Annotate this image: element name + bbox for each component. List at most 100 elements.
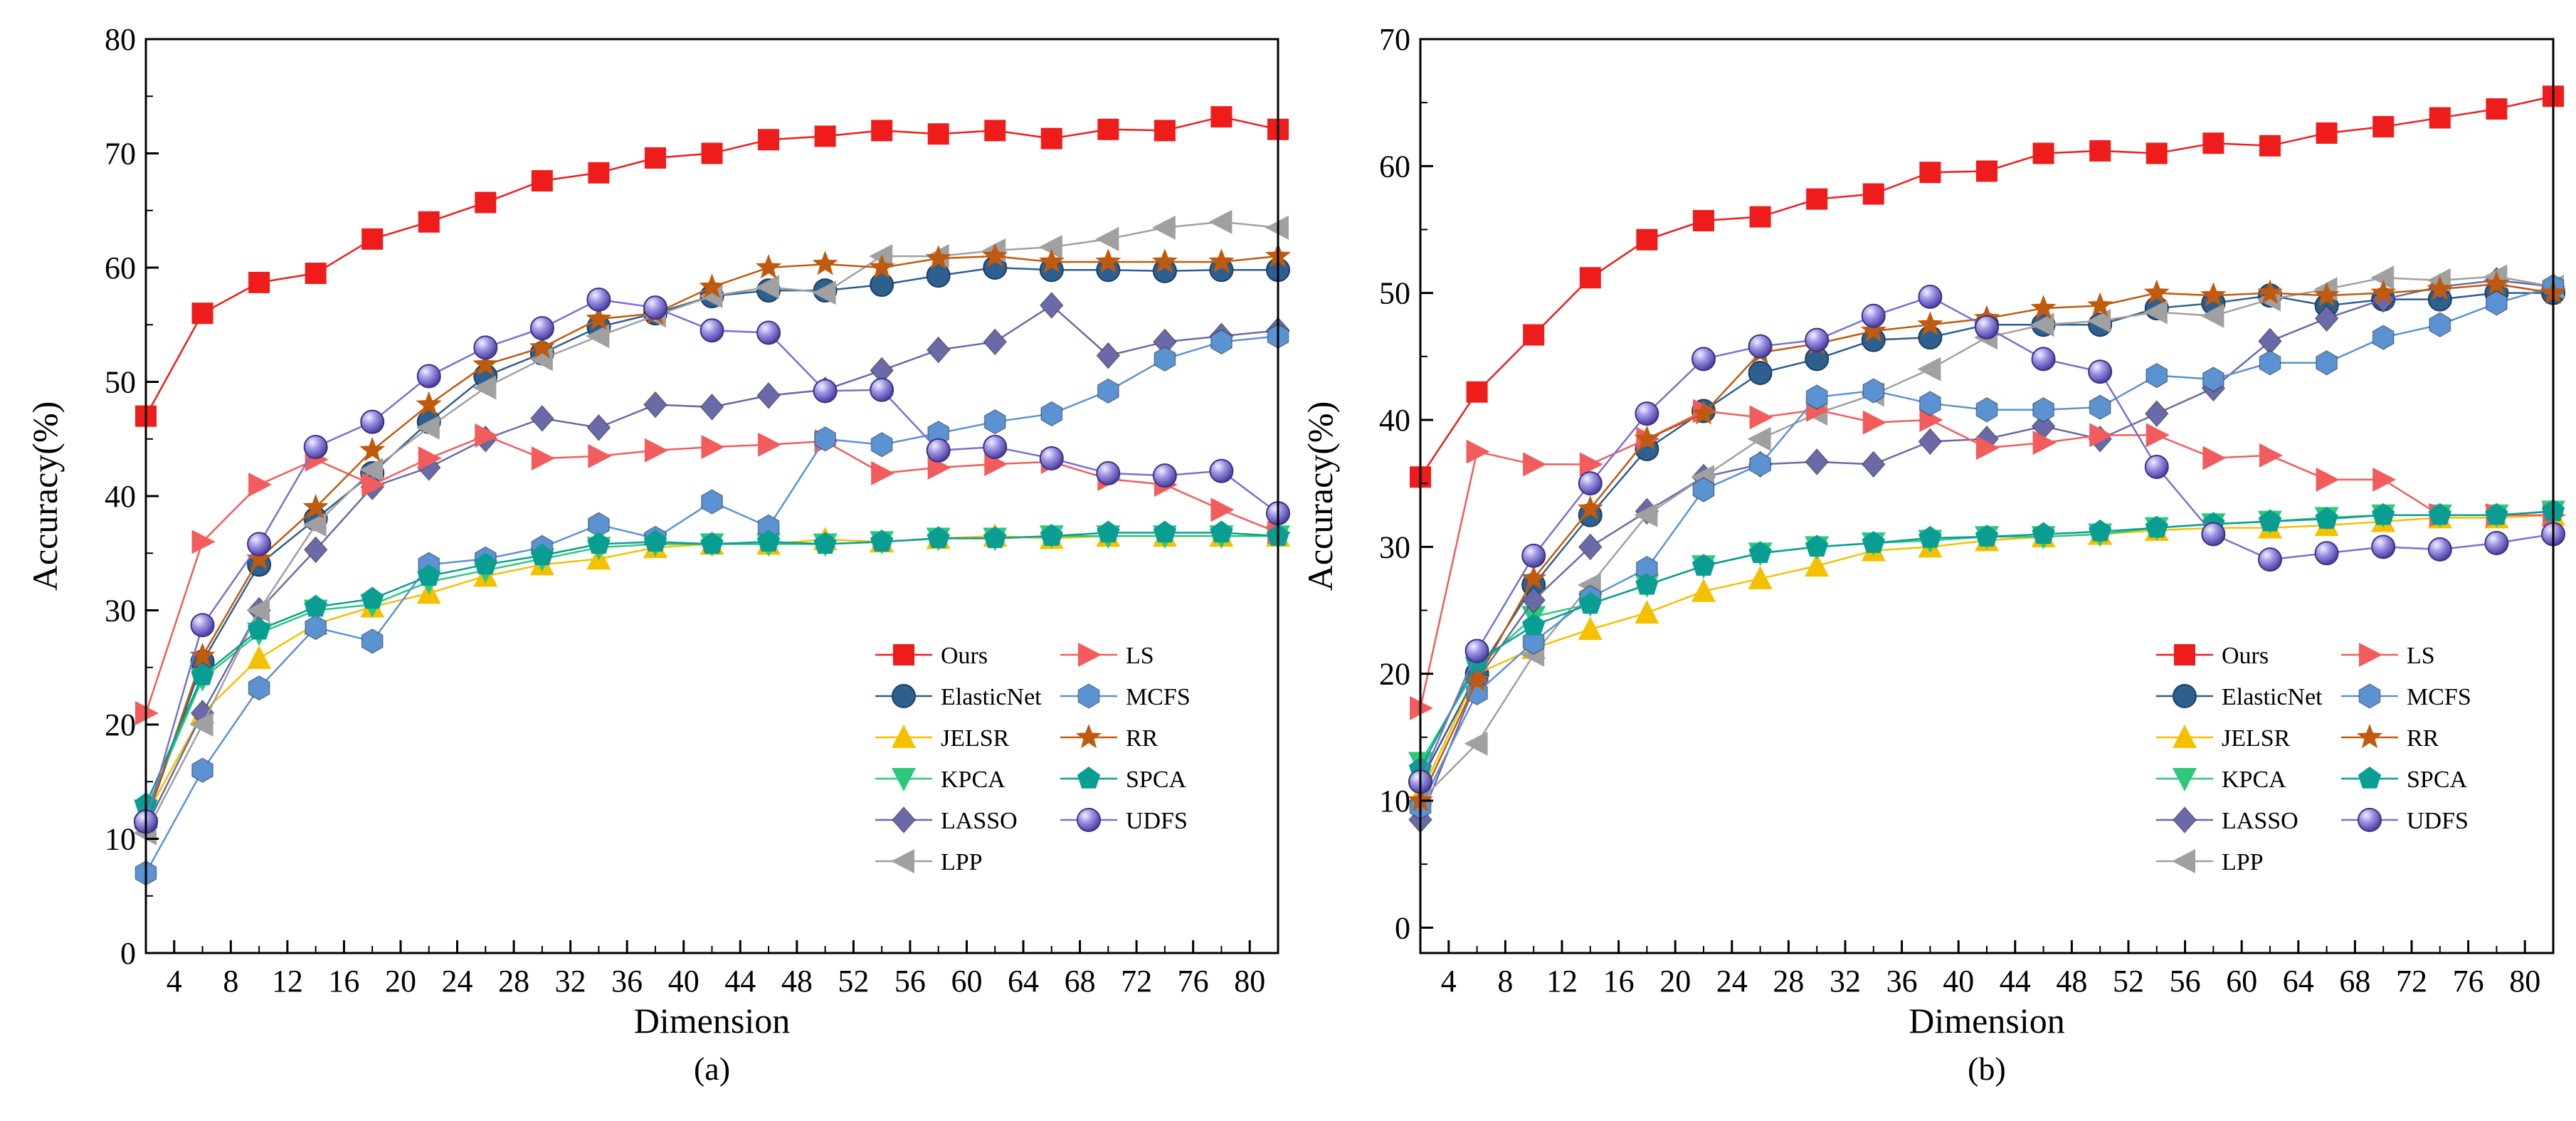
data-point	[1749, 405, 1773, 430]
data-point	[983, 328, 1008, 356]
data-point	[2087, 308, 2111, 333]
data-point	[246, 598, 270, 623]
data-point	[644, 438, 668, 463]
data-point	[361, 228, 384, 250]
data-point	[1918, 525, 1942, 548]
data-point	[700, 318, 724, 343]
data-point	[756, 381, 781, 409]
data-point	[531, 446, 555, 471]
data-point	[1749, 206, 1771, 228]
data-point	[1154, 120, 1176, 142]
data-point	[2202, 446, 2227, 470]
x-tick-label: 44	[2000, 964, 2031, 999]
data-point	[2032, 142, 2054, 164]
data-point	[2087, 292, 2113, 317]
legend-item-kpca: KPCA	[875, 767, 1005, 793]
legend-marker	[2356, 724, 2383, 749]
legend-label: Ours	[941, 643, 988, 669]
legend-marker	[1077, 767, 1101, 789]
legend-label: SPCA	[1126, 767, 1186, 793]
data-point	[2486, 98, 2508, 120]
data-point	[982, 242, 1008, 268]
data-point	[1208, 209, 1232, 234]
series-line	[144, 532, 1279, 805]
data-point	[1862, 183, 1884, 205]
data-point	[248, 271, 270, 293]
legend-label: MCFS	[1126, 684, 1191, 710]
legend-item-ours: Ours	[875, 643, 988, 669]
data-point	[191, 663, 214, 685]
data-point	[1636, 228, 1658, 251]
data-point	[1095, 226, 1119, 251]
legend-item-mcfs: MCFS	[2341, 683, 2471, 710]
legend-item-lasso: LASSO	[2156, 806, 2298, 834]
legend-marker	[2173, 768, 2197, 791]
x-tick-label: 4	[167, 964, 182, 999]
y-tick-label: 20	[105, 707, 136, 742]
legend-item-ours: Ours	[2156, 643, 2269, 669]
data-point	[2316, 467, 2340, 492]
data-point	[2202, 367, 2224, 392]
legend-item-lpp: LPP	[2156, 849, 2264, 875]
data-point	[871, 460, 895, 485]
data-point	[1805, 384, 1828, 410]
data-point	[305, 614, 327, 641]
data-point	[2031, 347, 2056, 372]
data-point	[1039, 446, 1064, 471]
data-point	[1747, 426, 1771, 451]
x-tick-label: 52	[838, 964, 869, 999]
data-point	[1097, 378, 1119, 404]
data-point	[473, 351, 499, 376]
x-tick-label: 76	[1178, 964, 1209, 999]
data-point	[1748, 541, 1772, 564]
data-point	[2144, 399, 2169, 428]
x-tick-label: 68	[2339, 964, 2370, 999]
data-point	[1209, 458, 1234, 483]
data-point	[531, 170, 553, 192]
legend-item-udfs: UDFS	[1060, 808, 1188, 834]
data-point	[926, 438, 951, 463]
legend-label: LPP	[2222, 849, 2264, 875]
data-point	[2429, 107, 2451, 129]
data-point	[1918, 285, 1943, 310]
legend-label: SPCA	[2407, 767, 2467, 793]
data-point	[701, 142, 723, 164]
data-point	[758, 432, 782, 457]
legend-marker	[2358, 767, 2382, 789]
x-tick-label: 64	[1008, 964, 1039, 999]
legend-item-elasticnet: ElasticNet	[875, 684, 1042, 710]
data-point	[869, 243, 893, 268]
data-point	[1748, 361, 1773, 386]
data-point	[1635, 600, 1659, 624]
legend-marker	[2172, 806, 2197, 834]
data-point	[2145, 362, 2168, 389]
data-point	[1097, 520, 1120, 543]
data-point	[1806, 188, 1828, 210]
y-tick-label: 0	[120, 936, 136, 971]
data-point	[699, 273, 725, 298]
data-point	[302, 512, 327, 537]
legend-item-spca: SPCA	[2341, 767, 2467, 793]
x-tick-label: 16	[328, 964, 359, 999]
data-point	[586, 305, 612, 330]
legend-marker	[2358, 683, 2381, 709]
series-ls	[1410, 397, 2566, 720]
y-tick-label: 50	[1379, 276, 1410, 311]
data-point	[588, 162, 610, 184]
data-point	[756, 275, 780, 300]
legend-label: UDFS	[1126, 808, 1188, 834]
data-point	[416, 391, 442, 416]
data-point	[475, 191, 497, 214]
x-tick-label: 60	[951, 964, 982, 999]
data-point	[1577, 495, 1603, 520]
x-tick-label: 76	[2453, 964, 2484, 999]
data-point	[927, 123, 949, 145]
legend: Ours ElasticNet JELSR KPCA LASSO LPP LS MCFS RR S…	[2156, 643, 2471, 875]
data-point	[700, 532, 724, 554]
data-point	[1862, 530, 1885, 553]
data-point	[418, 446, 442, 471]
legend-marker	[891, 806, 917, 834]
data-point	[2313, 282, 2340, 307]
data-point	[1917, 357, 1941, 381]
